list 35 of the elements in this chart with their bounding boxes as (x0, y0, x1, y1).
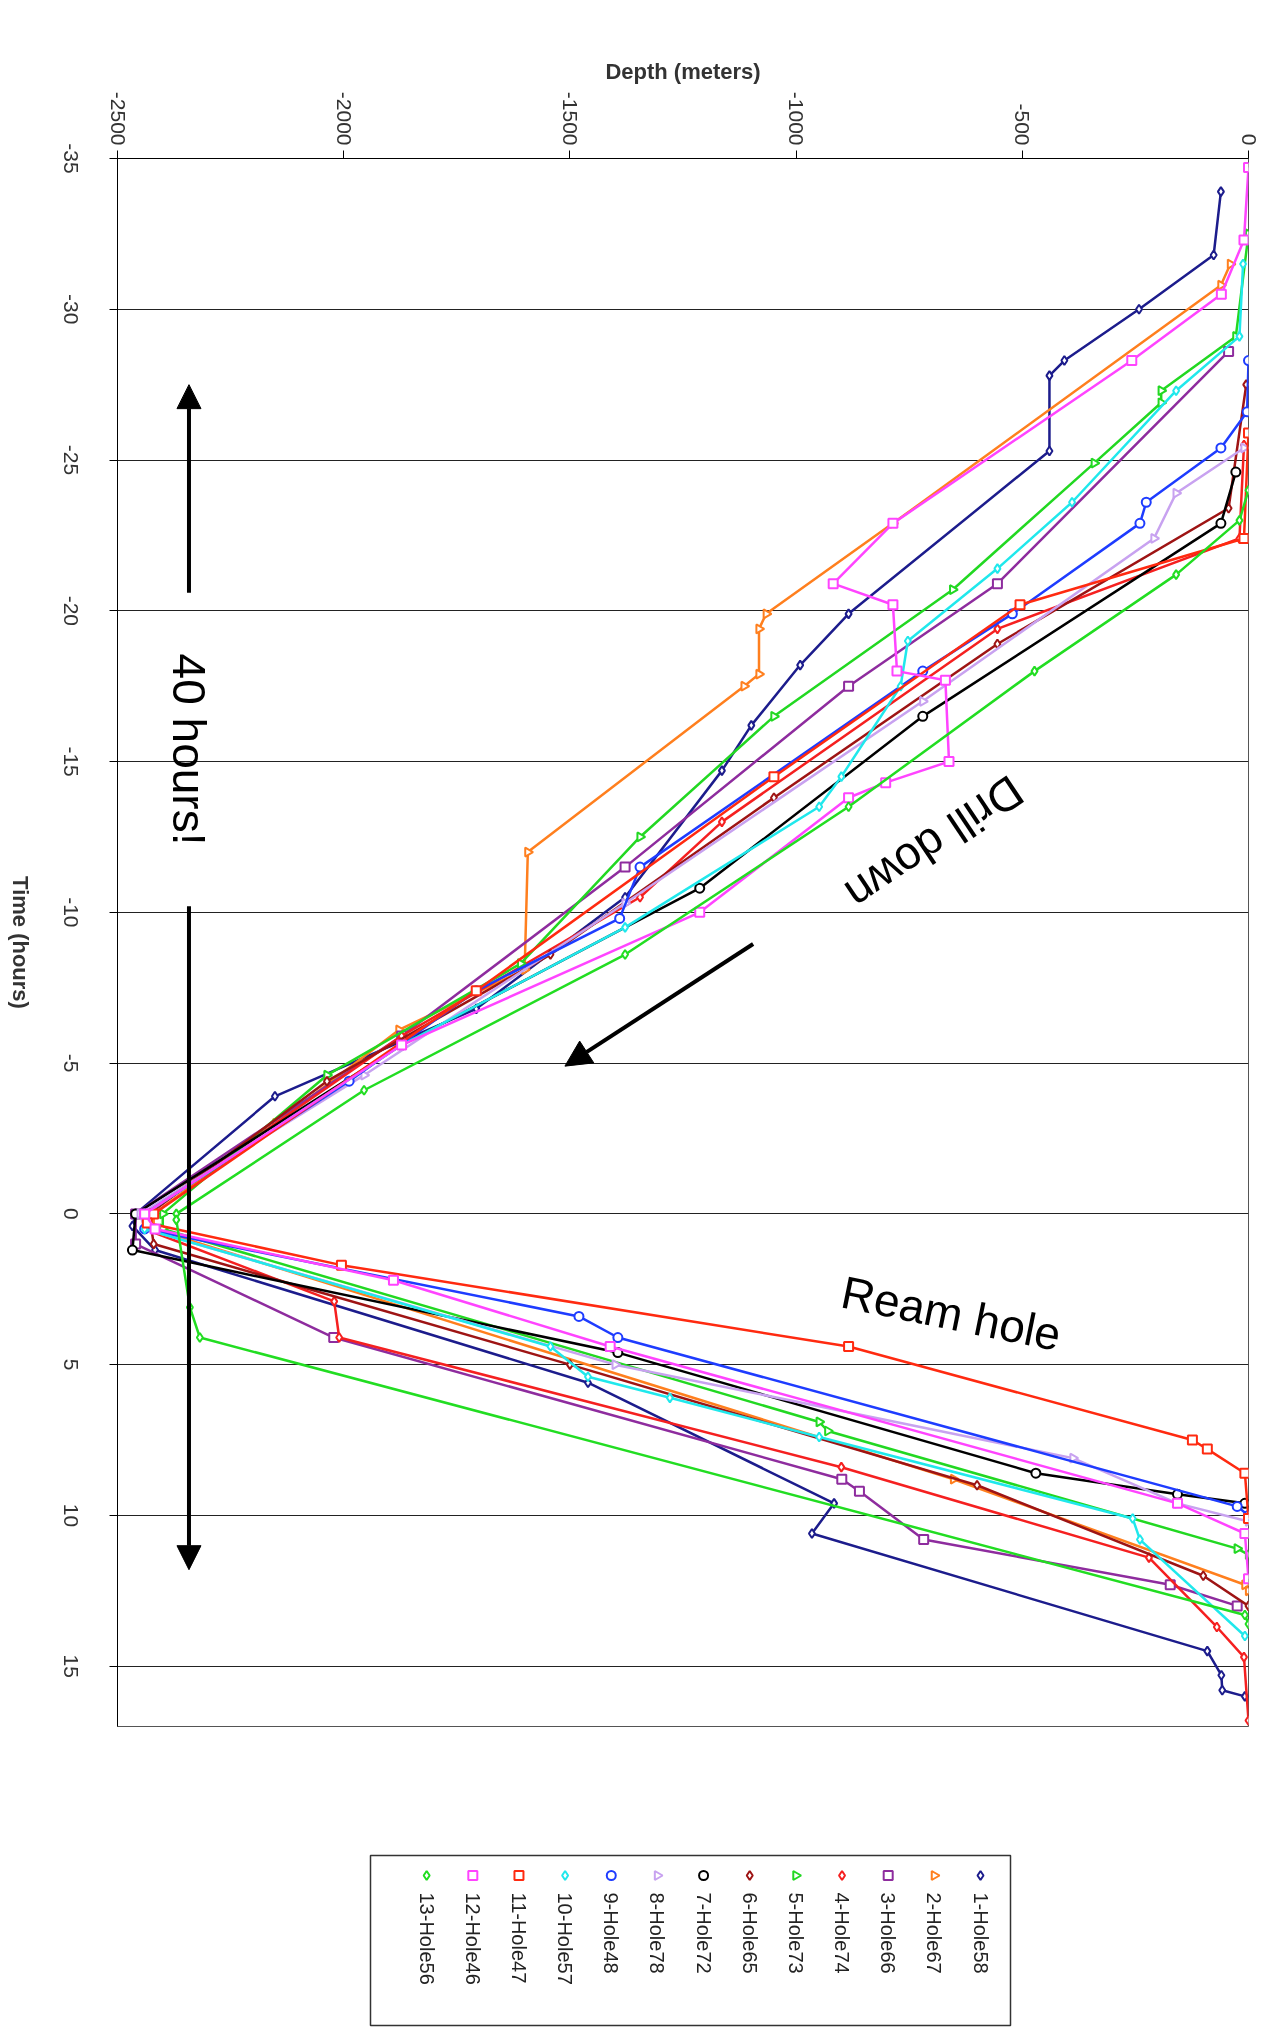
legend-label: 5-Hole73 (784, 1892, 807, 1974)
x-tick-label: -1500 (558, 91, 582, 146)
legend-label: 8-Hole78 (646, 1892, 669, 1974)
legend-label: 2-Hole67 (923, 1892, 946, 1974)
legend-label: 12-Hole46 (461, 1892, 484, 1985)
legend-label: 10-Hole57 (554, 1892, 577, 1985)
y-tick-label: -35 (59, 143, 83, 174)
annotation: 40 hours! (162, 653, 215, 846)
y-tick-label: -30 (59, 294, 83, 325)
y-tick-label: 10 (59, 1503, 83, 1528)
x-tick-label: -2500 (106, 91, 130, 146)
legend-label: 9-Hole48 (600, 1892, 623, 1974)
y-tick-label: 15 (59, 1654, 83, 1678)
annotation: Ream hole (837, 1265, 1066, 1361)
y-tick-label: -20 (59, 595, 83, 626)
legend-label: 4-Hole74 (831, 1892, 854, 1974)
annotation: Drill down (836, 765, 1033, 921)
x-tick-label: -500 (1011, 103, 1035, 146)
x-tick-label: -1000 (785, 91, 809, 146)
y-tick-label: 5 (59, 1358, 83, 1371)
legend-label: 6-Hole65 (738, 1892, 761, 1974)
y-tick-label: -10 (59, 897, 83, 928)
y-tick-label: -25 (59, 444, 83, 476)
x-tick-label: -2000 (332, 91, 356, 146)
legend-label: 3-Hole66 (877, 1892, 900, 1974)
x-axis-title: Depth (meters) (605, 58, 761, 84)
legend-label: 13-Hole56 (415, 1892, 438, 1985)
y-tick-label: 0 (59, 1208, 83, 1220)
legend-label: 11-Hole47 (507, 1892, 530, 1984)
legend-label: 7-Hole72 (692, 1892, 715, 1974)
y-tick-label: -5 (59, 1053, 83, 1073)
x-tick-label: 0 (1237, 133, 1261, 146)
y-tick-label: -15 (59, 746, 83, 777)
legend-label: 1-Hole58 (969, 1892, 992, 1974)
y-axis-title: Time (hours) (8, 876, 33, 1009)
